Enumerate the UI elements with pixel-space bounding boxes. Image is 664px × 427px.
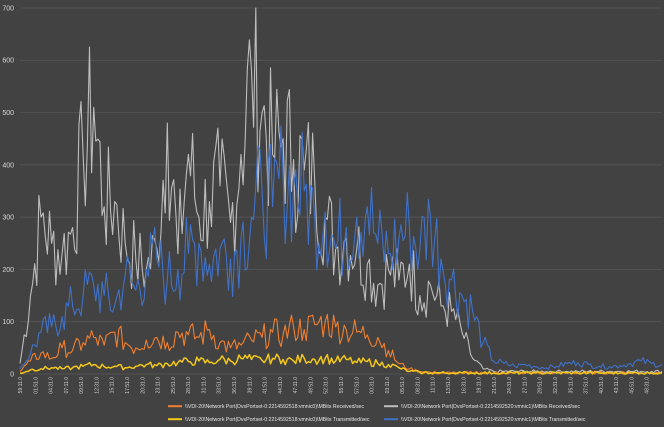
series-line-0	[19, 313, 663, 375]
x-tick-label: 43:11.0	[614, 377, 620, 394]
x-tick-label: 16:31.0	[461, 377, 467, 394]
legend-entry: \\VDI-20\Network Port(DvsPortset-0:22145…	[185, 417, 370, 423]
x-tick-label: 24:31.0	[507, 377, 513, 394]
x-tick-label: 21:51.0	[492, 377, 498, 394]
x-tick-label: 33:51.0	[217, 377, 223, 394]
x-tick-label: 39:11.0	[247, 377, 253, 394]
y-tick-label: 400	[2, 162, 14, 169]
legend: \\VDI-20\Network Port(DvsPortset-0:22145…	[168, 404, 586, 423]
x-tick-label: 01:51.0	[33, 377, 39, 394]
x-tick-label: 27:11.0	[522, 377, 528, 394]
series-lines	[19, 7, 663, 375]
x-tick-label: 40:31.0	[599, 377, 605, 394]
y-tick-label: 100	[2, 319, 14, 326]
x-tick-label: 28:31.0	[186, 377, 192, 394]
x-tick-label: 57:51.0	[354, 377, 360, 394]
x-tick-label: 23:11.0	[156, 377, 162, 394]
x-tick-label: 47:11.0	[293, 377, 299, 394]
x-tick-label: 59:11.0	[18, 377, 24, 394]
x-tick-label: 05:51.0	[400, 377, 406, 394]
x-tick-label: 32:31.0	[553, 377, 559, 394]
x-tick-label: 29:51.0	[538, 377, 544, 394]
y-tick-label: 700	[2, 5, 14, 12]
y-tick-label: 200	[2, 267, 14, 274]
x-tick-label: 48:31.0	[645, 377, 651, 394]
y-tick-label: 500	[2, 110, 14, 117]
x-tick-label: 20:31.0	[140, 377, 146, 394]
x-tick-label: 13:51.0	[446, 377, 452, 394]
series-line-2	[19, 353, 663, 375]
x-tick-label: 09:51.0	[79, 377, 85, 394]
series-line-3	[19, 125, 663, 371]
x-tick-label: 12:31.0	[94, 377, 100, 394]
x-tick-label: 19:11.0	[477, 377, 483, 394]
y-tick-label: 0	[10, 371, 14, 378]
x-tick-label: 36:31.0	[232, 377, 238, 394]
x-tick-label: 00:31.0	[370, 377, 376, 394]
grid-lines	[20, 7, 662, 375]
x-tick-label: 45:51.0	[629, 377, 635, 394]
x-tick-label: 11:11.0	[431, 377, 437, 393]
x-tick-label: 17:51.0	[125, 377, 131, 394]
x-tick-label: 52:31.0	[324, 377, 330, 394]
x-tick-label: 31:11.0	[201, 377, 207, 394]
y-tick-label: 300	[2, 215, 14, 222]
x-axis: 59:11.0 01:51.0 04:31.0 07:11.0 09:51.0 12:31…	[18, 377, 651, 394]
x-tick-label: 44:31.0	[278, 377, 284, 394]
x-tick-label: 15:11.0	[110, 377, 116, 394]
x-tick-label: 41:51.0	[263, 377, 269, 394]
x-tick-label: 49:51.0	[308, 377, 314, 394]
x-tick-label: 03:11.0	[385, 377, 391, 394]
x-tick-label: 08:31.0	[415, 377, 421, 394]
x-tick-label: 55:11.0	[339, 377, 345, 394]
x-tick-label: 35:11.0	[568, 377, 574, 394]
x-tick-label: 04:31.0	[49, 377, 55, 394]
x-tick-label: 25:51.0	[171, 377, 177, 394]
legend-entry: \\VDI-20\Network Port(DvsPortset-0:22145…	[401, 404, 580, 410]
x-tick-label: 37:51.0	[584, 377, 590, 394]
series-line-1	[19, 7, 663, 374]
legend-entry: \\VDI-20\Network Port(DvsPortset-0:22145…	[401, 417, 586, 423]
y-axis: 0 100 200 300 400 500 600 700	[2, 5, 14, 378]
x-tick-label: 07:11.0	[64, 377, 70, 394]
y-tick-label: 600	[2, 58, 14, 65]
legend-entry: \\VDI-20\Network Port(DvsPortset-0:22145…	[185, 404, 364, 410]
